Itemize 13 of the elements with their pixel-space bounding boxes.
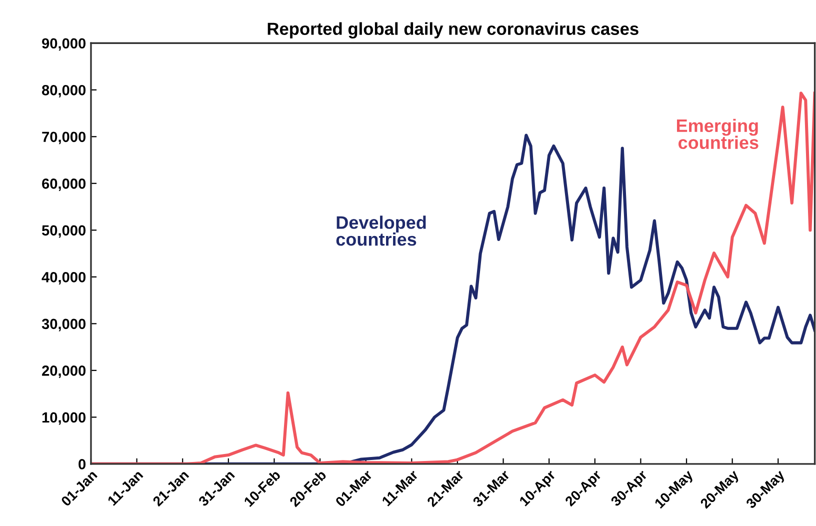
y-tick-label: 10,000 — [42, 412, 86, 425]
y-tick-label: 30,000 — [42, 318, 86, 332]
y-tick-label: 20,000 — [42, 366, 86, 378]
series-label: Emerging countries — [676, 118, 758, 150]
y-tick-label: 90,000 — [42, 38, 86, 51]
y-tick-label: 70,000 — [42, 132, 86, 144]
y-tick-label: 50,000 — [42, 225, 86, 238]
y-tick-label: 60,000 — [42, 178, 86, 191]
y-tick-label: 80,000 — [42, 84, 86, 98]
chart-title: Reported global daily new coronavirus cases — [268, 22, 638, 38]
y-tick-label: 40,000 — [42, 272, 86, 284]
text: Developed countries — [336, 216, 426, 246]
y-tick-label: 0 — [78, 459, 86, 470]
